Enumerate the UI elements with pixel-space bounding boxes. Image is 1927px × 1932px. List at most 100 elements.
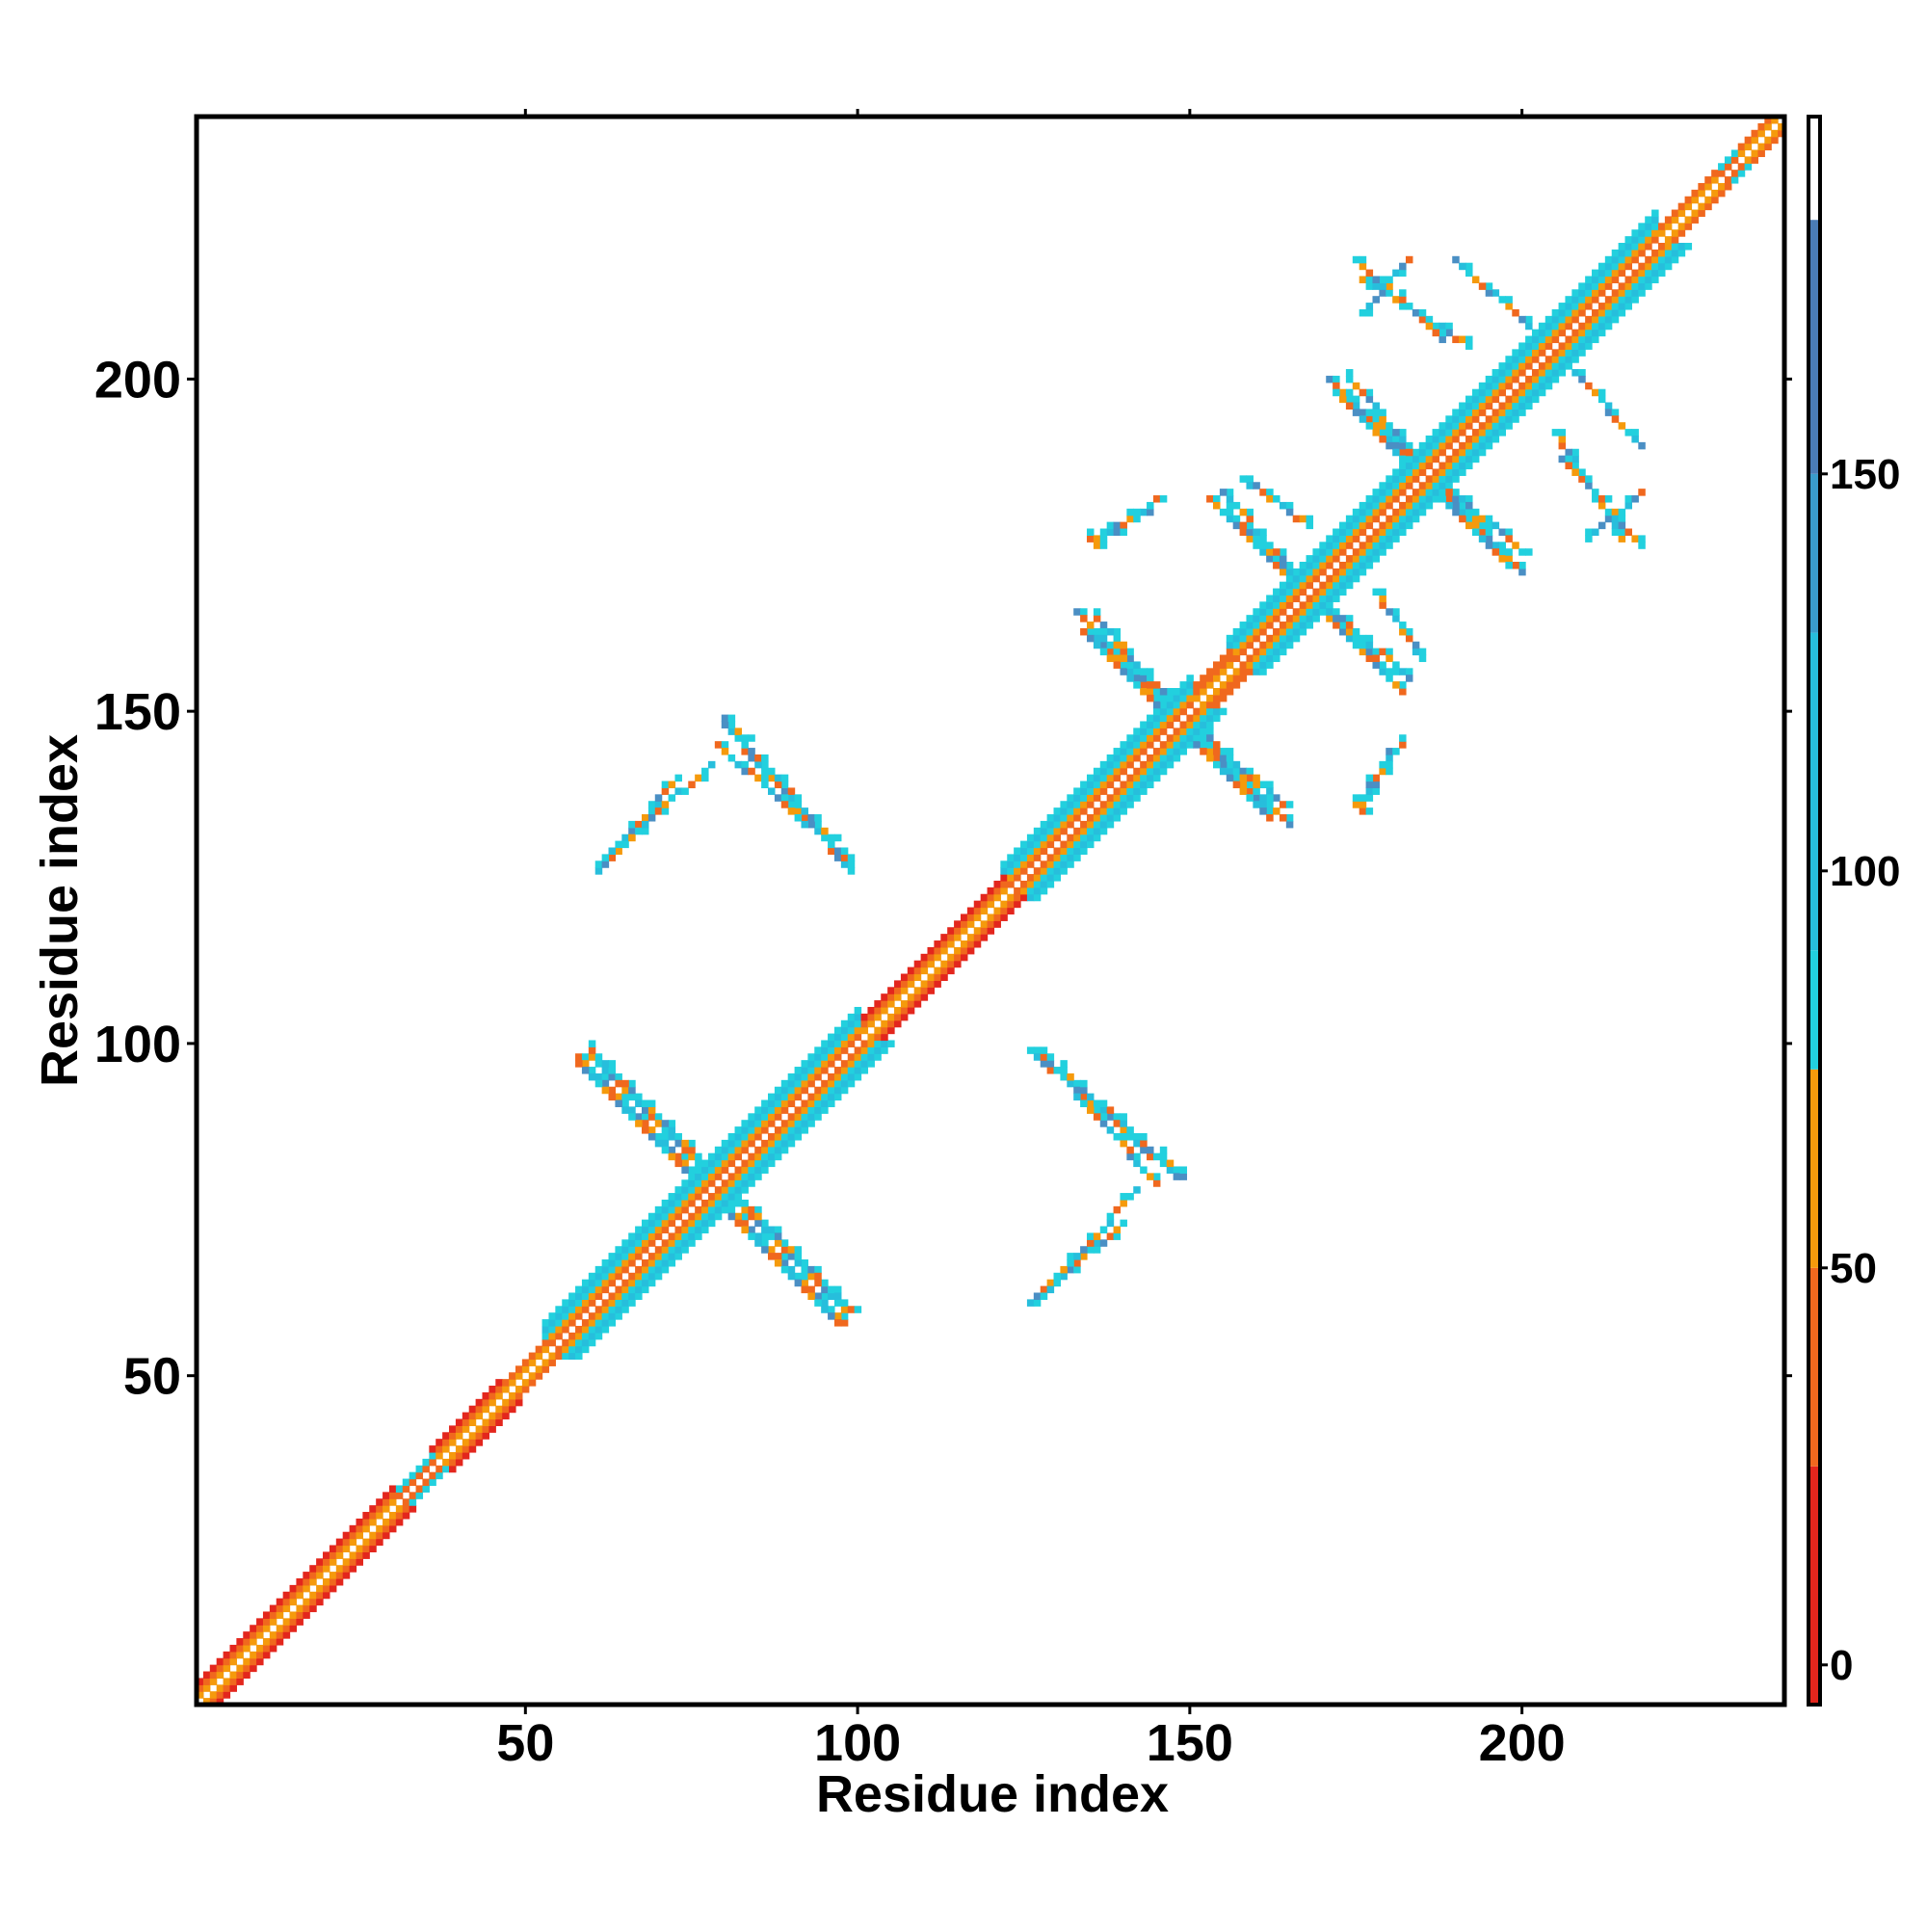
- heatmap-cell: [1352, 542, 1360, 549]
- heatmap-cell: [335, 1538, 344, 1547]
- heatmap-cell: [1531, 395, 1540, 404]
- heatmap-cell: [216, 1698, 224, 1706]
- heatmap-cell: [1053, 854, 1062, 861]
- heatmap-cell: [833, 834, 842, 842]
- heatmap-cell: [1359, 542, 1367, 549]
- heatmap-cell: [1246, 634, 1254, 643]
- heatmap-cell: [727, 1193, 736, 1201]
- heatmap-cell: [1465, 402, 1473, 410]
- heatmap-cell: [1033, 1046, 1042, 1054]
- heatmap-cell: [821, 1292, 829, 1300]
- y-tick-label: 100: [94, 1016, 181, 1073]
- heatmap-cell: [807, 1265, 815, 1274]
- heatmap-cell: [1106, 814, 1115, 822]
- heatmap-cell: [621, 1093, 629, 1101]
- heatmap-cell: [495, 1418, 503, 1426]
- heatmap-cell: [668, 1259, 676, 1267]
- heatmap-cell: [1604, 262, 1613, 271]
- heatmap-cell: [980, 907, 989, 915]
- heatmap-cell: [1193, 688, 1201, 696]
- heatmap-cell: [1133, 661, 1141, 669]
- heatmap-cell: [1299, 622, 1307, 629]
- heatmap-cell: [833, 1319, 842, 1327]
- heatmap-cell: [674, 1193, 682, 1201]
- heatmap-cell: [608, 847, 617, 855]
- heatmap-cell: [647, 1272, 656, 1281]
- heatmap-cell: [388, 1518, 397, 1526]
- heatmap-cell: [913, 966, 922, 975]
- heatmap-cell: [601, 1292, 610, 1300]
- heatmap-cell: [1080, 794, 1088, 802]
- heatmap-cell: [349, 1524, 357, 1533]
- heatmap-cell: [1624, 236, 1633, 244]
- heatmap-cell: [854, 1046, 862, 1054]
- heatmap-cell: [1445, 435, 1453, 443]
- heatmap-cell: [1306, 574, 1314, 583]
- heatmap-cell: [1764, 117, 1772, 124]
- heatmap-cell: [1133, 741, 1141, 749]
- heatmap-cell: [562, 1319, 569, 1327]
- heatmap-cell: [881, 1026, 888, 1035]
- heatmap-cell: [741, 1133, 749, 1141]
- heatmap-cell: [1033, 874, 1042, 882]
- heatmap-cell: [814, 1053, 822, 1061]
- heatmap-cell: [1166, 1159, 1175, 1168]
- heatmap-cell: [1080, 840, 1088, 849]
- heatmap-cell: [1372, 781, 1380, 789]
- heatmap-cell: [1033, 840, 1042, 849]
- heatmap-cell: [1445, 462, 1453, 470]
- heatmap-cell: [1326, 574, 1333, 583]
- heatmap-cell: [1657, 269, 1666, 278]
- heatmap-cell: [1418, 315, 1427, 324]
- heatmap-cell: [1147, 721, 1154, 728]
- heatmap-cell: [1485, 542, 1493, 549]
- heatmap-cell: [1386, 482, 1393, 490]
- heatmap-cell: [1452, 415, 1460, 423]
- heatmap-cell: [1033, 827, 1042, 835]
- heatmap-cell: [1179, 714, 1188, 723]
- heatmap-cell: [256, 1631, 264, 1639]
- heatmap-cell: [1299, 561, 1307, 569]
- heatmap-cell: [734, 1133, 743, 1141]
- heatmap-cell: [1386, 648, 1393, 656]
- heatmap-cell: [1246, 794, 1254, 802]
- heatmap-cell: [1120, 648, 1127, 656]
- heatmap-cell: [1439, 335, 1446, 344]
- heatmap-cell: [1007, 860, 1015, 868]
- heatmap-cell: [681, 1226, 689, 1234]
- heatmap-cell: [1126, 734, 1134, 742]
- heatmap-cell: [1359, 415, 1367, 423]
- heatmap-cell: [1159, 748, 1168, 755]
- colorbar-tick-label: 0: [1830, 1642, 1853, 1689]
- heatmap-cell: [388, 1485, 397, 1493]
- heatmap-cell: [1106, 627, 1115, 636]
- heatmap-cell: [1737, 170, 1746, 177]
- heatmap-cell: [1525, 375, 1533, 384]
- heatmap-cell: [1624, 249, 1633, 257]
- heatmap-cell: [1259, 548, 1267, 556]
- heatmap-cell: [1671, 216, 1679, 224]
- heatmap-cell: [236, 1657, 244, 1666]
- heatmap-cell: [668, 1246, 676, 1254]
- heatmap-cell: [1285, 601, 1294, 609]
- heatmap-cell: [1279, 627, 1287, 636]
- heatmap-cell: [734, 734, 743, 742]
- heatmap-cell: [1345, 627, 1354, 636]
- heatmap-cell: [1485, 422, 1493, 430]
- heatmap-cell: [635, 1272, 643, 1281]
- heatmap-cell: [1551, 342, 1560, 350]
- heatmap-cell: [422, 1458, 430, 1467]
- heatmap-cell: [833, 854, 842, 861]
- heatmap-cell: [436, 1439, 443, 1446]
- heatmap-cell: [1478, 409, 1487, 416]
- heatmap-cell: [1140, 767, 1148, 776]
- heatmap-cell: [216, 1678, 224, 1685]
- heatmap-cell: [468, 1412, 477, 1420]
- heatmap-cell: [1445, 468, 1453, 476]
- heatmap-cell: [1326, 568, 1333, 576]
- heatmap-cell: [1445, 448, 1453, 457]
- heatmap-cell: [1544, 382, 1553, 390]
- heatmap-cell: [395, 1492, 404, 1499]
- heatmap-cell: [973, 920, 982, 928]
- heatmap-cell: [1239, 475, 1248, 483]
